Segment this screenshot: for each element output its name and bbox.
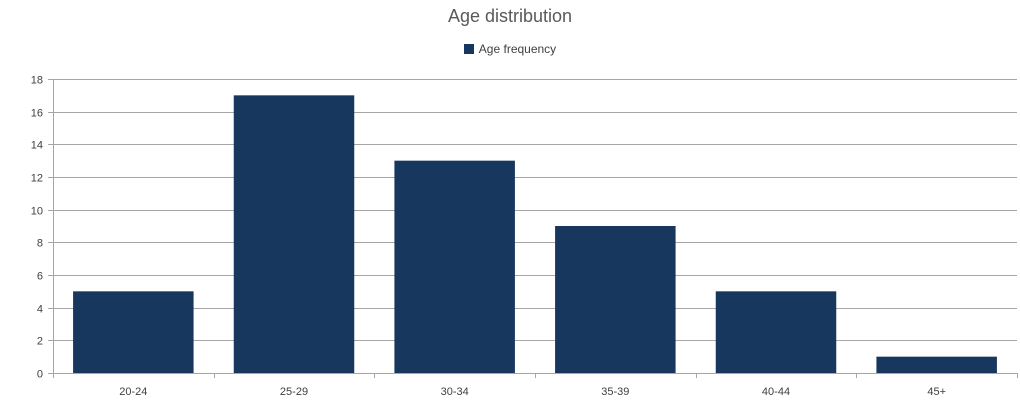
- bar-30-34: [394, 160, 515, 373]
- y-tick-label: 14: [31, 140, 43, 152]
- y-tick-label: 16: [31, 108, 43, 120]
- x-tick-label: 35-39: [601, 386, 629, 398]
- x-tick-label: 20-24: [119, 386, 147, 398]
- x-tick-label: 25-29: [280, 386, 308, 398]
- y-tick-label: 4: [37, 304, 43, 316]
- x-tick-label: 30-34: [441, 386, 469, 398]
- grid-lines: [53, 79, 1017, 374]
- x-tick-label: 45+: [927, 386, 946, 398]
- chart-title: Age distribution: [447, 6, 573, 26]
- y-tick-label: 6: [37, 271, 43, 283]
- x-tick-label: 40-44: [762, 386, 790, 398]
- y-tick-label: 10: [31, 206, 43, 218]
- y-tick-label: 0: [37, 369, 43, 381]
- bar-35-39: [555, 226, 676, 373]
- bars: [73, 95, 997, 373]
- y-tick-label: 18: [31, 75, 43, 87]
- x-axis: 20-24 25-29 30-34 35-39 40-44 45+: [119, 373, 1018, 398]
- bar-45+: [876, 356, 997, 373]
- bar-40-44: [715, 291, 837, 373]
- y-tick-label: 2: [37, 336, 43, 348]
- legend-label: Age frequency: [478, 42, 557, 56]
- y-tick-label: 8: [37, 238, 43, 250]
- legend-swatch: [463, 44, 474, 54]
- bar-20-24: [73, 291, 194, 373]
- y-axis: 0 2 4 6 8 10 12 14 16 18: [31, 75, 54, 381]
- bar-25-29: [233, 95, 355, 373]
- y-tick-label: 12: [31, 173, 43, 185]
- legend: Age frequency: [0, 42, 1020, 56]
